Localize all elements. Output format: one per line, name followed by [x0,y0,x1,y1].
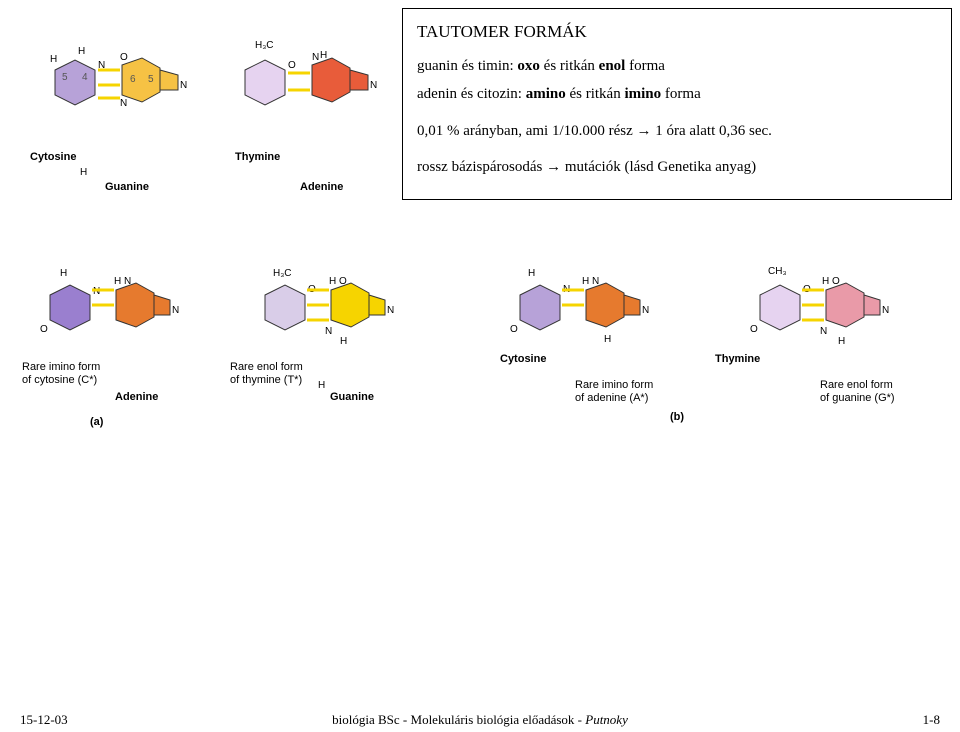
svg-text:N: N [172,305,179,316]
svg-text:H: H [80,167,87,178]
line3-seg-c: 1 óra alatt 0,36 sec. [652,123,772,139]
label-cytosine: Cytosine [30,151,76,163]
svg-text:O: O [40,324,48,335]
svg-text:N: N [642,305,649,316]
label-adenine-b0: Adenine [115,391,158,403]
footer-page: 1-8 [923,712,940,728]
line-4: rossz bázispárosodás → mutációk (lásd Ge… [417,156,937,179]
line4-seg-a: rossz bázispárosodás [417,159,546,175]
label-rare-enol-g2: of guanine (G*) [820,392,895,404]
svg-text:N: N [325,326,332,337]
svg-text:H O: H O [329,276,347,287]
line-3: 0,01 % arányban, ami 1/10.000 rész → 1 ó… [417,120,937,143]
line3-arrow: → [637,122,652,139]
svg-text:N: N [820,326,827,337]
line4-seg-c: mutációk (lásd Genetika anyag) [561,159,756,175]
svg-text:H: H [50,54,57,65]
svg-text:N: N [312,52,319,63]
svg-text:N: N [120,98,127,109]
footer-center-b: Putnoky [585,712,628,727]
line3-seg-a: 0,01 % arányban, ami 1/10.000 rész [417,123,637,139]
line2-seg-e: forma [661,86,701,102]
svg-text:4: 4 [82,72,88,83]
svg-text:H: H [78,46,85,57]
title: TAUTOMER FORMÁK [417,19,937,45]
svg-text:H N: H N [114,276,131,287]
line2-seg-c: és ritkán [566,86,625,102]
label-guanine-b1: Guanine [330,391,374,403]
svg-text:H: H [318,380,325,391]
svg-text:N: N [387,305,394,316]
line2-seg-a: adenin és citozin: [417,86,526,102]
line1-seg-a: guanin és timin: [417,58,517,74]
label-rare-imino-c: Rare imino form [22,361,100,373]
label-cytosine-b2: Cytosine [500,353,546,365]
svg-text:N: N [370,80,377,91]
bottom-tautomer-diagram: H N O H N N Rare imino form of cytosine … [20,260,940,460]
svg-text:H: H [340,336,347,347]
top-base-pair-diagram: H H N O N N 5 4 6 5 Cytosine Guanine H H… [20,30,380,220]
svg-text:O: O [120,52,128,63]
tautomer-text-box: TAUTOMER FORMÁK guanin és timin: oxo és … [402,8,952,200]
svg-text:O: O [288,60,296,71]
line1-seg-c: és ritkán [540,58,599,74]
label-adenine: Adenine [300,181,343,193]
label-rare-enol-t: Rare enol form [230,361,303,373]
svg-text:H N: H N [582,276,599,287]
svg-text:H: H [604,334,611,345]
svg-text:N: N [180,80,187,91]
label-thymine-b3: Thymine [715,353,760,365]
svg-text:O: O [750,324,758,335]
svg-text:H₃C: H₃C [273,268,292,279]
line-2: adenin és citozin: amino és ritkán imino… [417,83,937,106]
svg-text:H: H [838,336,845,347]
svg-text:H: H [320,50,327,61]
group-a: (a) [90,416,104,428]
label-rare-imino-c2: of cytosine (C*) [22,374,97,386]
svg-text:5: 5 [148,74,154,85]
line2-seg-b: amino [526,86,566,102]
line4-arrow: → [546,158,561,175]
label-rare-enol-g: Rare enol form [820,379,893,391]
svg-text:H: H [528,268,535,279]
svg-text:N: N [882,305,889,316]
footer-center-a: biológia BSc - Molekuláris biológia előa… [332,712,585,727]
line1-seg-e: forma [625,58,665,74]
svg-text:H O: H O [822,276,840,287]
label-thymine: Thymine [235,151,280,163]
group-b: (b) [670,411,684,423]
svg-text:H: H [60,268,67,279]
svg-text:5: 5 [62,72,68,83]
label-rare-enol-t2: of thymine (T*) [230,374,302,386]
svg-text:6: 6 [130,74,136,85]
line1-seg-b: oxo [517,58,540,74]
svg-text:O: O [510,324,518,335]
svg-text:H₃C: H₃C [255,40,274,51]
label-rare-imino-a: Rare imino form [575,379,653,391]
label-rare-imino-a2: of adenine (A*) [575,392,648,404]
label-guanine: Guanine [105,181,149,193]
svg-text:CH₃: CH₃ [768,266,787,277]
bottom-diagram-svg: H N O H N N Rare imino form of cytosine … [20,260,940,460]
line1-seg-d: enol [599,58,626,74]
line2-seg-d: imino [624,86,661,102]
top-diagram-svg: H H N O N N 5 4 6 5 Cytosine Guanine H H… [20,30,380,230]
line-1: guanin és timin: oxo és ritkán enol form… [417,55,937,78]
footer-center: biológia BSc - Molekuláris biológia előa… [0,712,960,728]
